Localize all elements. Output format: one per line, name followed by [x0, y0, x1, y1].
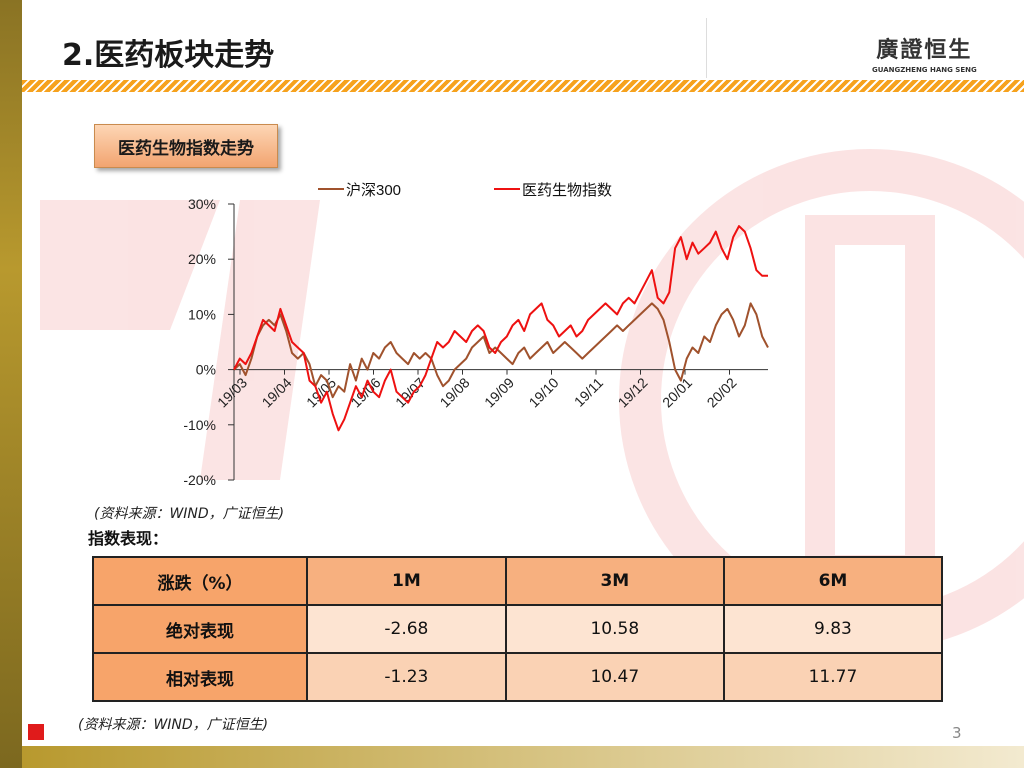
header-divider [706, 18, 707, 78]
table-cell: 10.47 [504, 652, 725, 702]
table-header-cell: 6M [722, 556, 944, 606]
x-tick-label: 19/11 [571, 374, 607, 410]
x-tick-label: 20/01 [659, 374, 695, 410]
series-line-2 [233, 225, 768, 432]
table-row: 相对表现 -1.23 10.47 11.77 [92, 652, 944, 702]
table-source-note: (资料来源：WIND，广证恒生) [78, 717, 269, 733]
table-row-label: 绝对表现 [92, 604, 308, 654]
table-cell: 10.58 [504, 604, 725, 654]
table-header-cell: 1M [306, 556, 507, 606]
x-tick-label: 19/12 [615, 374, 651, 410]
legend-label: 沪深300 [346, 182, 401, 199]
section-label: 医药生物指数走势 [94, 124, 278, 168]
performance-table: 涨跌（%） 1M 3M 6M 绝对表现 -2.68 10.58 9.83 相对表… [92, 556, 944, 702]
table-cell: -1.23 [306, 652, 507, 702]
legend-label: 医药生物指数 [522, 182, 612, 199]
y-tick-label: 20% [188, 251, 216, 267]
y-tick-label: 30% [188, 196, 216, 212]
y-tick-label: 0% [196, 362, 216, 378]
table-header-row: 涨跌（%） 1M 3M 6M [92, 556, 944, 606]
left-gold-bar [0, 0, 22, 768]
page-number: 3 [952, 724, 962, 742]
chart-source-note: (资料来源：WIND，广证恒生) [94, 506, 285, 522]
x-tick-label: 19/09 [481, 374, 517, 410]
table-row: 绝对表现 -2.68 10.58 9.83 [92, 604, 944, 654]
table-header-cell: 3M [504, 556, 725, 606]
x-tick-label: 20/02 [704, 374, 740, 410]
y-tick-label: -10% [183, 417, 216, 433]
company-logo: 廣證恒生 GUANGZHENG HANG SENG [872, 32, 977, 74]
x-tick-label: 19/03 [214, 374, 250, 410]
y-tick-label: -20% [183, 472, 216, 488]
page-title: 2.医药板块走势 [62, 38, 275, 73]
table-cell: -2.68 [306, 604, 507, 654]
table-row-label: 相对表现 [92, 652, 308, 702]
table-header-cell: 涨跌（%） [92, 556, 308, 606]
logo-chinese-text: 廣證恒生 [876, 38, 973, 63]
x-tick-label: 19/10 [526, 374, 562, 410]
table-cell: 9.83 [722, 604, 944, 654]
y-tick-label: 10% [188, 306, 216, 322]
index-performance-heading: 指数表现： [88, 529, 169, 548]
header-hatch-band [22, 80, 1024, 92]
x-tick-label: 19/08 [437, 374, 473, 410]
x-tick-label: 19/04 [259, 374, 295, 410]
series-line-1 [233, 302, 769, 399]
logo-english-text: GUANGZHENG HANG SENG [872, 66, 977, 74]
table-cell: 11.77 [722, 652, 944, 702]
bottom-gold-bar [22, 746, 1024, 768]
red-square-marker [28, 724, 44, 740]
